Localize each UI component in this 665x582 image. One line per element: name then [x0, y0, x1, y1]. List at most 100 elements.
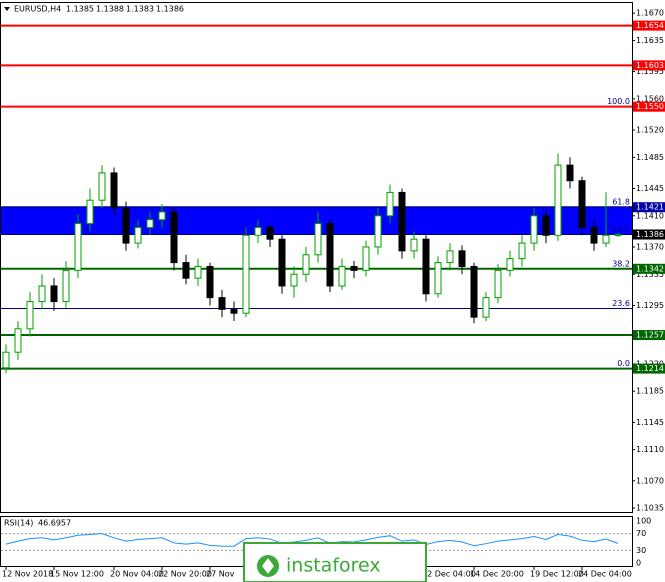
fib-label: 61.8	[612, 198, 630, 207]
level-box-label: 1.1342	[636, 264, 664, 273]
level-box	[633, 330, 665, 341]
candle-body	[326, 223, 334, 287]
level-box-label: 1.1654	[636, 21, 664, 30]
candle-body	[446, 250, 454, 264]
candle-body	[602, 234, 610, 244]
candle-body	[14, 328, 22, 353]
candle-body	[182, 262, 190, 279]
y-tick-label: 1.1295	[636, 301, 664, 310]
rsi-tick-label: 30	[636, 546, 646, 555]
y-tick-label: 1.1070	[636, 476, 664, 485]
candle-body	[338, 265, 346, 287]
candle-body	[290, 273, 298, 287]
x-tick-label: 19 Dec 12:00	[530, 570, 584, 579]
y-tick-label: 1.1145	[636, 418, 664, 427]
candle-body	[2, 351, 10, 369]
x-tick-label: 24 Dec 04:00	[578, 570, 632, 579]
candle-body	[26, 301, 34, 330]
fib-label: 100.0	[607, 97, 630, 106]
candle-body	[194, 265, 202, 279]
candle-body	[170, 211, 178, 264]
low: 1.1383	[126, 5, 154, 14]
candle-body	[158, 211, 166, 221]
candle-body	[470, 265, 478, 318]
level-box	[633, 101, 665, 112]
watermark-logo-mark	[262, 558, 274, 574]
fib-label: 38.2	[612, 259, 630, 268]
candle-body	[146, 219, 154, 228]
rsi-tick-label: 100	[636, 517, 651, 526]
candle-body	[542, 215, 550, 236]
candle-body	[482, 297, 490, 318]
candle-body	[362, 246, 370, 271]
candle-body	[62, 269, 70, 303]
plot-area: 1.1670 1.1635 1.1595 1.1560 1.1520 1.1485 1.14…	[1, 9, 665, 579]
x-tick-label: 27 Nov	[206, 570, 235, 579]
rsi-value: 46.6957	[38, 519, 71, 528]
y-tick-label: 1.1410	[636, 211, 664, 220]
current-price-box	[633, 229, 665, 240]
candle-body	[38, 285, 46, 303]
watermark: instaforex	[243, 542, 427, 582]
y-tick-label: 1.1370	[636, 242, 664, 251]
candle-body	[350, 265, 358, 271]
y-tick-label: 1.1110	[636, 445, 664, 454]
y-tick-label: 1.1670	[636, 9, 664, 18]
candle-body	[422, 238, 430, 295]
candle-body	[314, 223, 322, 256]
candle-body	[554, 164, 562, 236]
y-tick-label: 1.1035	[636, 504, 664, 513]
y-tick-label: 1.1485	[636, 153, 664, 162]
open: 1.1385	[66, 5, 94, 14]
candle-body	[98, 172, 106, 201]
watermark-text: instaforex	[286, 555, 381, 577]
level-box	[633, 363, 665, 374]
candle-body	[386, 191, 394, 217]
candle-body	[434, 262, 442, 295]
fib-label: 0.0	[617, 359, 630, 368]
candle-body	[530, 215, 538, 244]
candle-body	[578, 180, 586, 228]
candle-body	[50, 285, 58, 303]
level-box	[633, 263, 665, 274]
candle-body	[110, 172, 118, 209]
current-price-label: 1.1386	[636, 230, 664, 239]
high: 1.1388	[96, 5, 124, 14]
level-box	[633, 60, 665, 71]
x-tick-label: 20 Nov 04:00	[110, 570, 164, 579]
symbol: EURUSD,H4	[14, 5, 61, 14]
level-box-label: 1.1603	[636, 61, 664, 70]
y-tick-label: 1.1185	[636, 387, 664, 396]
candle-body	[398, 191, 406, 252]
fib-label: 50.0	[612, 225, 630, 234]
candle-body	[458, 250, 466, 267]
candle-body	[566, 164, 574, 182]
fib-label: 23.6	[612, 299, 630, 308]
level-box	[633, 202, 665, 213]
candle-body	[590, 226, 598, 244]
candle-body	[86, 199, 94, 225]
candle-body	[302, 254, 310, 275]
candle-body	[74, 223, 82, 271]
level-box-label: 1.1550	[636, 102, 664, 111]
candle-body	[374, 215, 382, 248]
x-tick-label: 12 Dec 04:00	[422, 570, 476, 579]
candle-body	[206, 265, 214, 299]
candle-body	[218, 297, 226, 310]
candle-body	[410, 238, 418, 252]
candle-body	[134, 226, 142, 244]
candle-body	[494, 269, 502, 299]
x-tick-label: 14 Dec 20:00	[470, 570, 524, 579]
y-tick-label: 1.1335	[636, 270, 664, 279]
candle-body	[518, 242, 526, 260]
rsi-line	[5, 533, 619, 547]
candle-body	[254, 226, 262, 236]
rsi-tick-label: 70	[636, 529, 646, 538]
level-box-label: 1.1214	[636, 364, 664, 373]
candle-body	[614, 234, 622, 237]
rsi-name: RSI(14)	[4, 519, 33, 528]
level-box-label: 1.1257	[636, 331, 664, 340]
level-box	[633, 20, 665, 31]
